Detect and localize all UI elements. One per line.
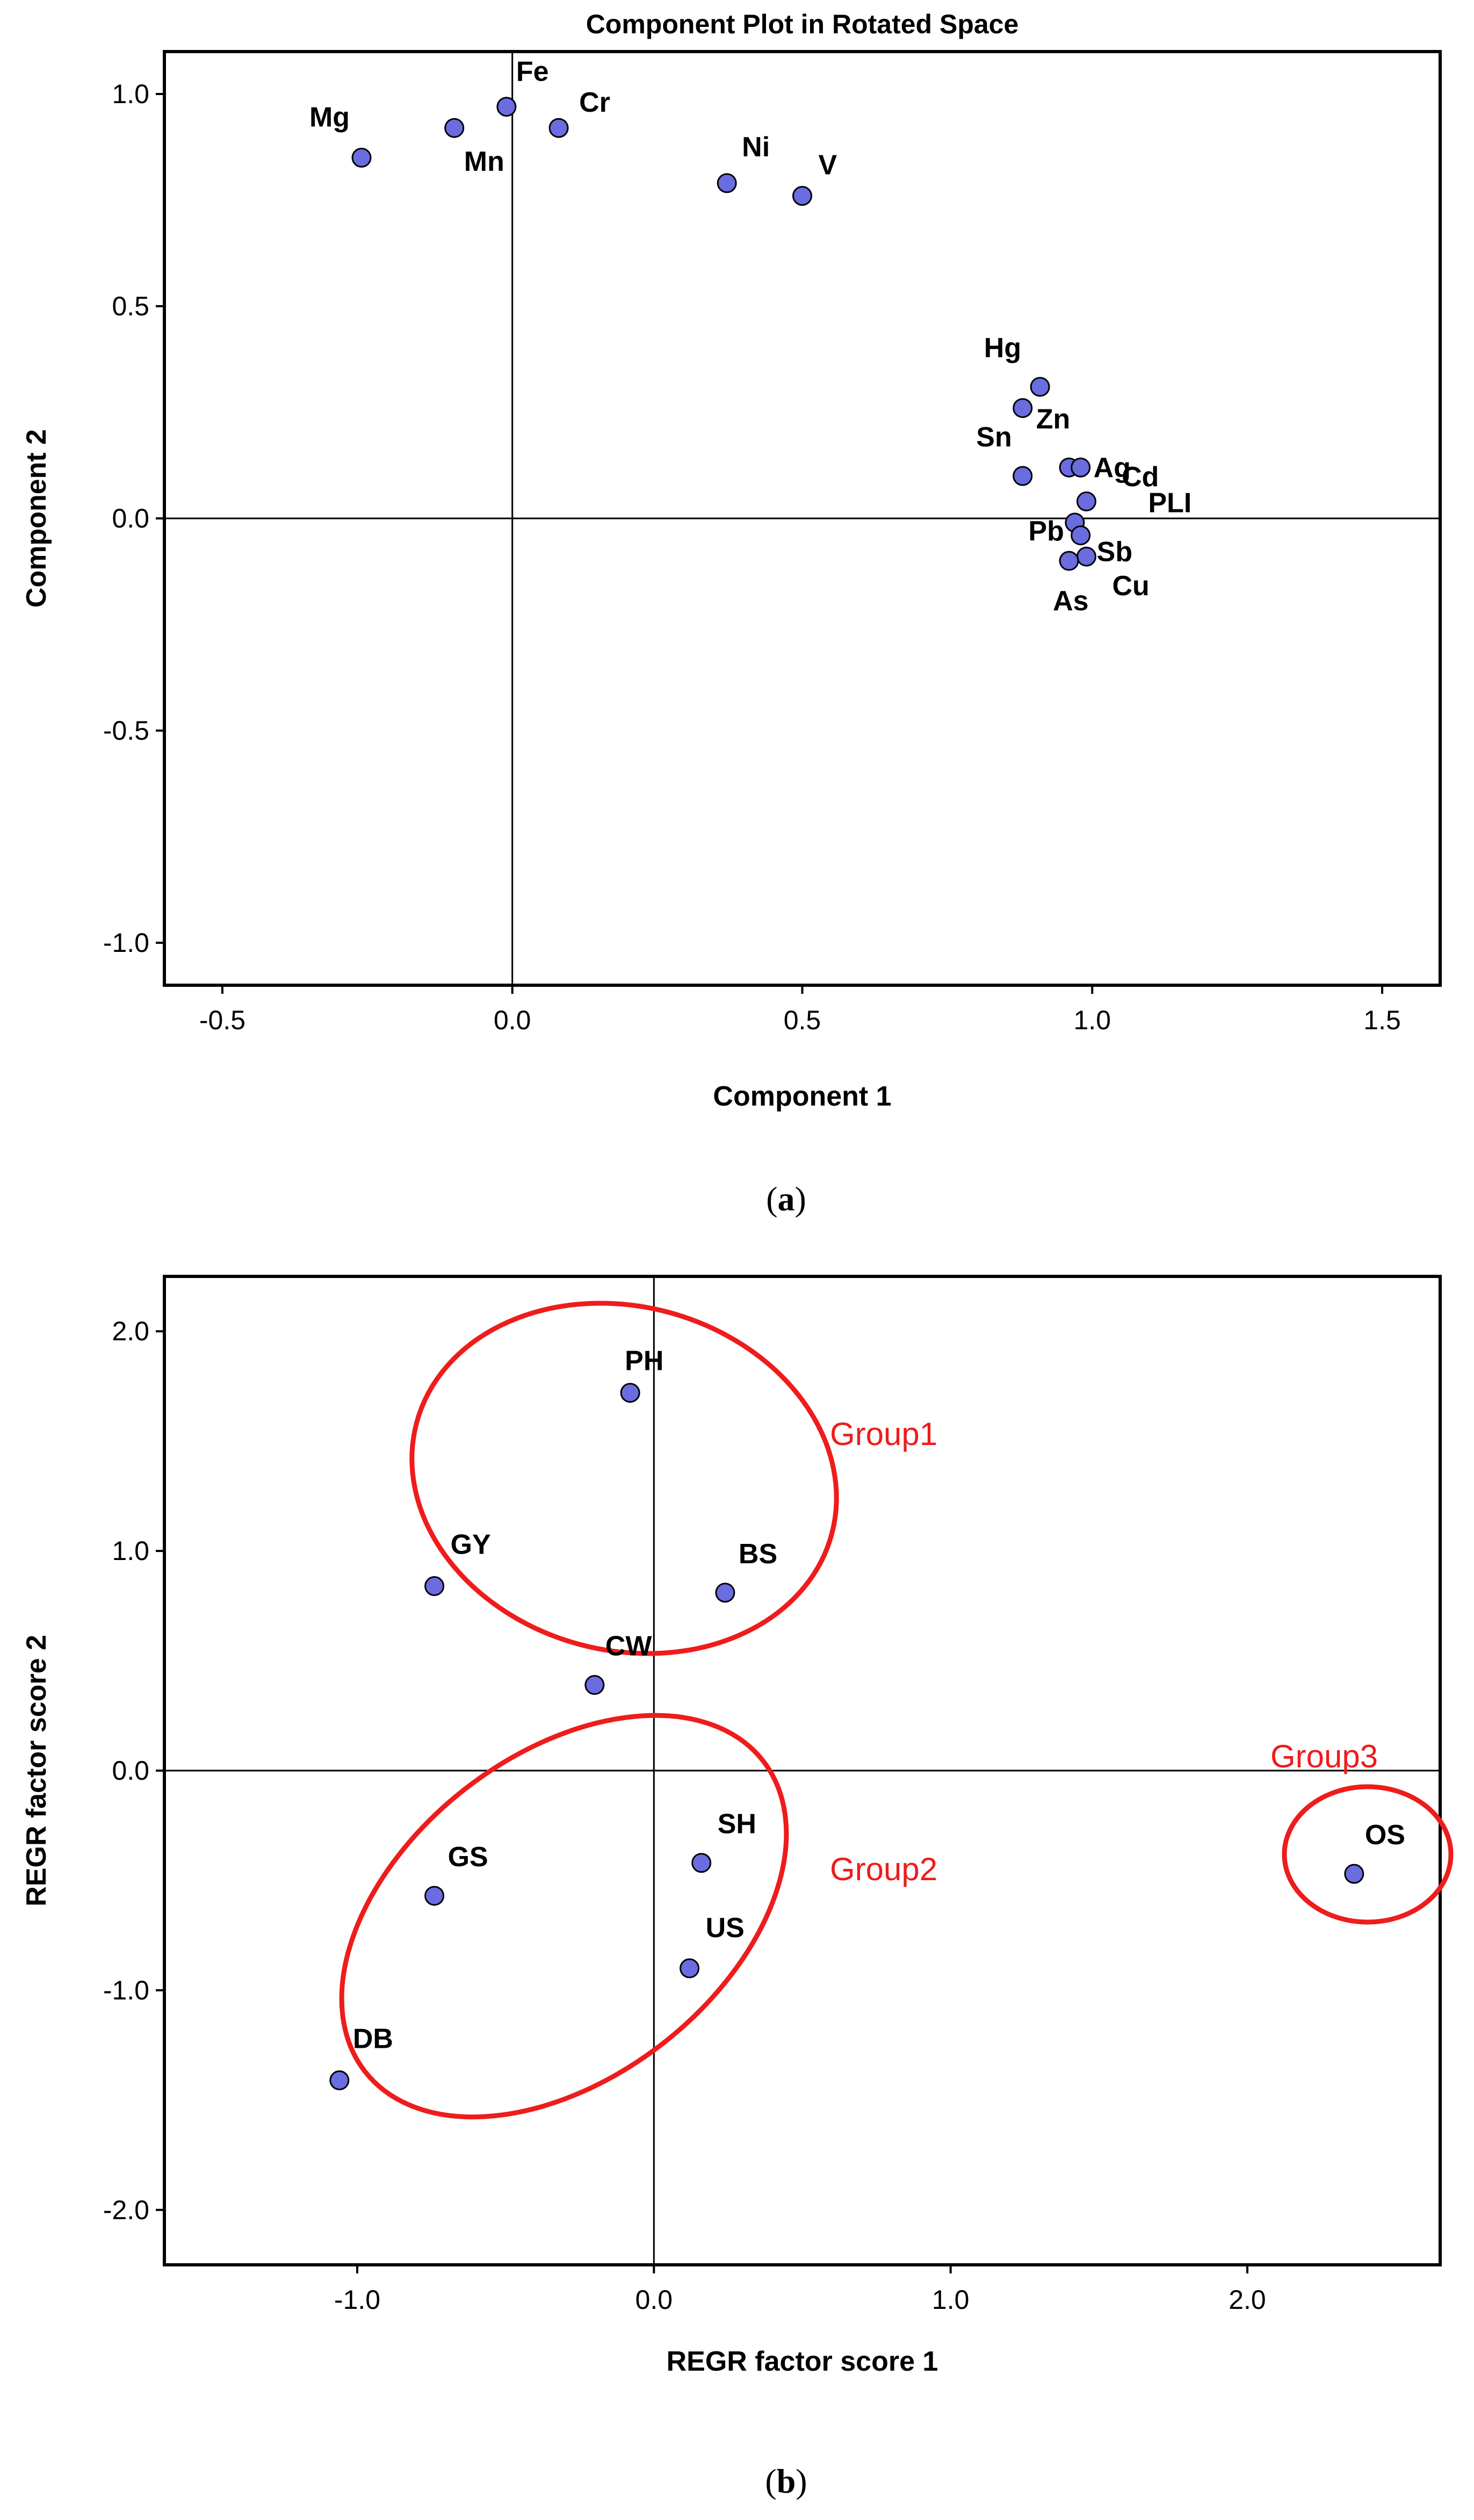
data-point-zn bbox=[1013, 398, 1033, 418]
data-point-cu bbox=[1076, 546, 1096, 567]
y-tick-label: 0.0 bbox=[112, 1756, 149, 1786]
data-point-gy bbox=[424, 1576, 445, 1597]
point-label-as: As bbox=[1053, 586, 1088, 617]
y-tick-label: -1.0 bbox=[103, 1975, 149, 2005]
point-label-bs: BS bbox=[739, 1539, 777, 1570]
x-axis-label: REGR factor score 1 bbox=[667, 2346, 938, 2377]
x-tick-label: 0.0 bbox=[494, 1005, 531, 1035]
point-label-sb: Sb bbox=[1097, 537, 1132, 568]
group-outline-group3 bbox=[1282, 1784, 1454, 1925]
point-label-pli: PLI bbox=[1148, 487, 1191, 518]
y-axis-label: Component 2 bbox=[21, 429, 52, 608]
y-axis-label: REGR factor score 2 bbox=[21, 1635, 52, 1907]
x-axis-label: Component 1 bbox=[713, 1081, 891, 1112]
group-label-group1: Group1 bbox=[830, 1416, 937, 1452]
y-tick-label: -0.5 bbox=[103, 716, 149, 746]
caption-letter: a bbox=[778, 1180, 795, 1218]
data-point-v bbox=[792, 186, 812, 206]
data-point-fe bbox=[496, 97, 517, 117]
data-point-cr bbox=[548, 118, 569, 138]
component-plot: -0.5 0.0 0.5 1.0 1.5 -1.0 -0.5 0.0 0.5 1.0 Compone… bbox=[21, 9, 1442, 1112]
data-point-mg bbox=[351, 148, 372, 168]
chart-title: Component Plot in Rotated Space bbox=[586, 9, 1019, 39]
point-label-mn: Mn bbox=[464, 146, 504, 177]
point-label-cd: Cd bbox=[1122, 461, 1159, 493]
point-label-ni: Ni bbox=[742, 132, 770, 163]
point-label-ph: PH bbox=[625, 1346, 663, 1377]
group-label-group2: Group2 bbox=[830, 1851, 937, 1887]
point-label-sn: Sn bbox=[976, 422, 1011, 453]
data-point-sb bbox=[1071, 525, 1091, 546]
point-label-os: OS bbox=[1365, 1819, 1405, 1851]
data-point-ag bbox=[1071, 457, 1091, 478]
caption-letter: b bbox=[777, 2462, 796, 2500]
group-outline-group2 bbox=[339, 1713, 789, 2120]
data-point-pli bbox=[1076, 491, 1096, 511]
x-tick-label: -0.5 bbox=[199, 1005, 245, 1035]
point-label-us: US bbox=[706, 1912, 745, 1944]
point-label-pb: Pb bbox=[1028, 516, 1064, 547]
x-tick-label: -1.0 bbox=[334, 2285, 380, 2315]
point-label-sh: SH bbox=[718, 1809, 756, 1840]
data-point-ph bbox=[620, 1383, 640, 1403]
caption-a: (a) bbox=[766, 1180, 806, 1218]
x-tick-label: 1.5 bbox=[1363, 1005, 1401, 1035]
data-point-db bbox=[329, 2070, 350, 2091]
point-label-zn: Zn bbox=[1036, 404, 1071, 435]
data-point-as bbox=[1059, 551, 1079, 571]
point-label-fe: Fe bbox=[516, 56, 549, 88]
x-tick-label: 1.0 bbox=[932, 2285, 970, 2315]
y-tick-label: 1.0 bbox=[112, 79, 149, 109]
data-point-ni bbox=[717, 173, 737, 193]
x-tick-label: 2.0 bbox=[1229, 2285, 1266, 2315]
point-label-cw: CW bbox=[605, 1631, 653, 1662]
point-label-gs: GS bbox=[448, 1842, 488, 1873]
point-label-gy: GY bbox=[451, 1529, 491, 1561]
data-point-sn bbox=[1013, 466, 1033, 486]
point-label-cr: Cr bbox=[579, 87, 610, 118]
data-point-bs bbox=[715, 1583, 735, 1603]
figure-caption: (a) bbox=[766, 1180, 806, 1218]
point-label-v: V bbox=[819, 150, 837, 181]
data-point-os bbox=[1344, 1864, 1364, 1884]
x-tick-label: 0.5 bbox=[784, 1005, 821, 1035]
y-tick-label: 1.0 bbox=[112, 1536, 149, 1566]
data-point-us bbox=[680, 1958, 700, 1979]
point-label-db: DB bbox=[353, 2024, 393, 2055]
caption-b: (b) bbox=[765, 2462, 807, 2500]
point-label-mg: Mg bbox=[309, 102, 350, 133]
group-label-group3: Group3 bbox=[1270, 1738, 1378, 1774]
x-tick-label: 1.0 bbox=[1074, 1005, 1111, 1035]
y-tick-label: 0.0 bbox=[112, 503, 149, 533]
data-point-hg bbox=[1030, 377, 1050, 397]
y-tick-label: -2.0 bbox=[103, 2195, 149, 2225]
figure-caption: (b) bbox=[765, 2462, 807, 2500]
factor-score-plot: -1.0 0.0 1.0 2.0 -2.0 -1.0 0.0 1.0 2.0 REGR facto… bbox=[21, 1275, 1454, 2377]
group-outline-group1 bbox=[409, 1301, 839, 1656]
point-label-hg: Hg bbox=[984, 333, 1021, 364]
data-point-mn bbox=[444, 118, 465, 138]
point-label-ag: Ag bbox=[1094, 452, 1131, 483]
data-point-gs bbox=[424, 1886, 445, 1906]
y-tick-label: 0.5 bbox=[112, 291, 149, 321]
y-tick-label: 2.0 bbox=[112, 1316, 149, 1346]
data-point-cw bbox=[584, 1675, 605, 1695]
x-tick-label: 0.0 bbox=[635, 2285, 673, 2315]
y-tick-label: -1.0 bbox=[103, 928, 149, 958]
point-label-cu: Cu bbox=[1112, 571, 1149, 602]
data-point-sh bbox=[691, 1853, 712, 1873]
